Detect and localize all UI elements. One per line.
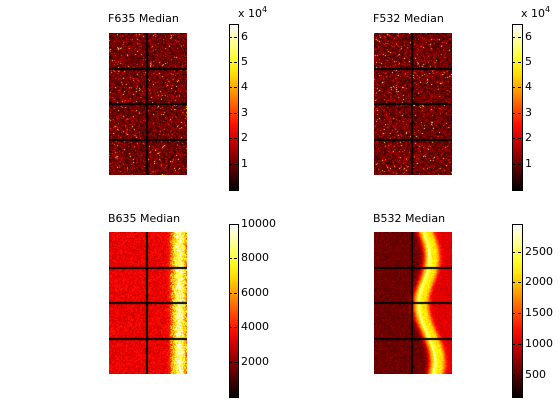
panel-title: B532 Median (373, 212, 446, 225)
colorbar-tick-mark (234, 258, 237, 259)
colorbar-tick-label: 8000 (241, 251, 269, 264)
colorbar-tick-mark (518, 37, 521, 38)
colorbar-tick-mark (229, 327, 232, 328)
colorbar-tick-mark (518, 138, 521, 139)
colorbar-tick-mark (512, 138, 515, 139)
heatmap-image (374, 33, 452, 175)
colorbar-tick-label: 1000 (525, 337, 553, 350)
colorbar-tick-mark (518, 252, 521, 253)
colorbar-tick-label: 4000 (241, 320, 269, 333)
colorbar-tick-label: 2 (525, 131, 532, 144)
panel-title: F532 Median (373, 12, 444, 25)
colorbar-tick-mark (229, 138, 232, 139)
colorbar-scale-label: x 104 (238, 5, 268, 20)
colorbar-tick-mark (518, 87, 521, 88)
colorbar (229, 224, 239, 398)
colorbar-tick-mark (518, 313, 521, 314)
panel-title: F635 Median (108, 12, 179, 25)
colorbar-tick-label: 500 (525, 368, 546, 381)
panel-title: B635 Median (108, 212, 181, 225)
colorbar-tick-label: 4 (241, 80, 248, 93)
colorbar-tick-label: 6000 (241, 286, 269, 299)
colorbar-tick-label: 2000 (525, 275, 553, 288)
colorbar-tick-mark (512, 375, 515, 376)
colorbar-tick-label: 1 (241, 157, 248, 170)
colorbar-tick-mark (518, 62, 521, 63)
colorbar-tick-mark (229, 37, 232, 38)
colorbar-tick-label: 4 (525, 80, 532, 93)
heatmap-image (374, 232, 452, 374)
colorbar-tick-label: 1500 (525, 306, 553, 319)
colorbar-tick-label: 6 (241, 30, 248, 43)
colorbar-tick-label: 2 (241, 131, 248, 144)
colorbar-tick-mark (229, 224, 232, 225)
colorbar-tick-mark (512, 62, 515, 63)
heatmap-image (109, 232, 187, 374)
colorbar-tick-mark (229, 293, 232, 294)
colorbar-scale-label: x 104 (521, 5, 551, 20)
colorbar-tick-label: 5 (525, 55, 532, 68)
colorbar-tick-mark (234, 62, 237, 63)
colorbar-tick-label: 5 (241, 55, 248, 68)
colorbar-tick-mark (229, 164, 232, 165)
colorbar-tick-mark (234, 37, 237, 38)
colorbar-tick-mark (518, 375, 521, 376)
colorbar (512, 24, 523, 191)
colorbar-tick-mark (234, 113, 237, 114)
colorbar-tick-label: 1 (525, 157, 532, 170)
colorbar-tick-mark (518, 113, 521, 114)
colorbar-tick-mark (518, 344, 521, 345)
colorbar-tick-mark (234, 327, 237, 328)
colorbar-tick-mark (229, 113, 232, 114)
colorbar-tick-mark (512, 113, 515, 114)
colorbar-tick-mark (518, 282, 521, 283)
colorbar-tick-mark (234, 87, 237, 88)
colorbar-tick-mark (234, 293, 237, 294)
colorbar-tick-mark (234, 138, 237, 139)
colorbar-tick-mark (518, 164, 521, 165)
colorbar-tick-mark (512, 87, 515, 88)
colorbar-tick-mark (512, 164, 515, 165)
colorbar-tick-mark (512, 282, 515, 283)
colorbar-tick-mark (234, 224, 237, 225)
colorbar-tick-mark (229, 258, 232, 259)
colorbar-tick-label: 6 (525, 30, 532, 43)
colorbar-tick-mark (512, 252, 515, 253)
colorbar-tick-label: 3 (241, 106, 248, 119)
colorbar-tick-mark (229, 362, 232, 363)
colorbar-tick-mark (512, 344, 515, 345)
colorbar-tick-label: 3 (525, 106, 532, 119)
heatmap-image (109, 33, 187, 175)
colorbar (229, 24, 239, 191)
colorbar-tick-mark (229, 62, 232, 63)
colorbar-tick-label: 2000 (241, 355, 269, 368)
colorbar-tick-mark (512, 313, 515, 314)
colorbar-tick-label: 10000 (241, 217, 276, 230)
colorbar-tick-mark (234, 164, 237, 165)
colorbar-tick-mark (234, 362, 237, 363)
colorbar-tick-mark (512, 37, 515, 38)
colorbar-tick-mark (229, 87, 232, 88)
colorbar (512, 224, 523, 398)
colorbar-tick-label: 2500 (525, 245, 553, 258)
